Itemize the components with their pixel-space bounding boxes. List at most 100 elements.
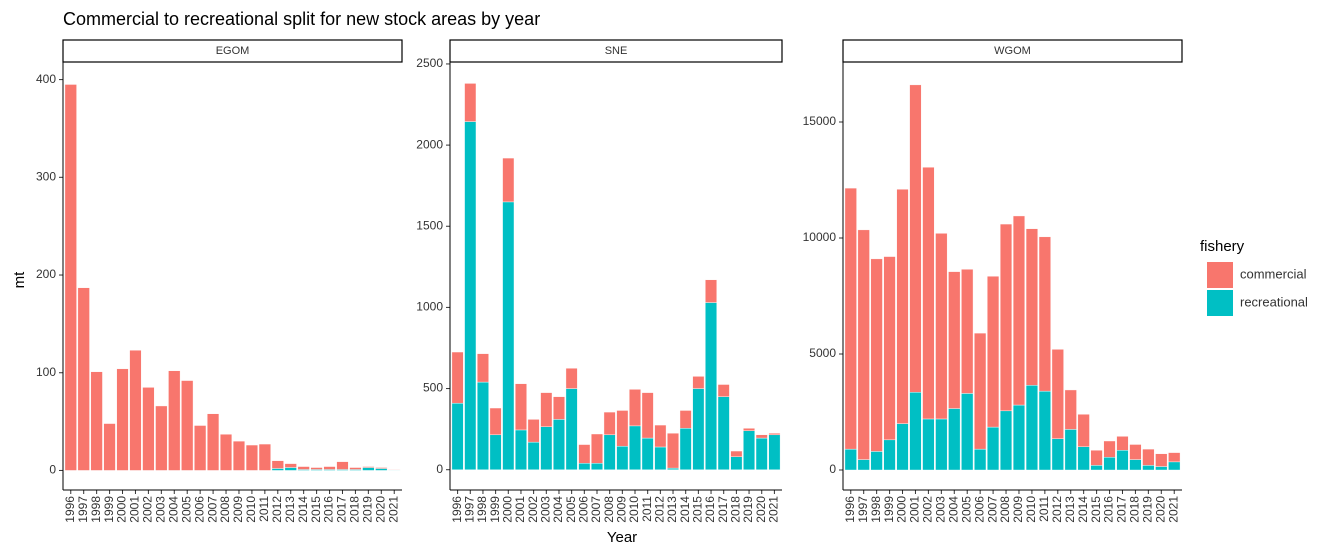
bar-segment [502, 157, 515, 203]
y-tick-label: 400 [36, 72, 56, 86]
bar-segment [527, 419, 540, 443]
x-tick-label: 2009 [615, 496, 629, 523]
bar-segment [336, 461, 349, 470]
bar-segment [1000, 410, 1013, 471]
bar-segment [705, 302, 717, 470]
bar-segment [844, 448, 857, 471]
bar-segment [1012, 215, 1025, 406]
bar-segment [553, 396, 565, 420]
bar-segment [1064, 429, 1077, 471]
x-tick-label: 2010 [244, 496, 258, 523]
x-tick-label: 2015 [691, 496, 705, 523]
y-axis-label: mt [11, 271, 28, 288]
bar-segment [142, 387, 155, 471]
y-tick-label: 0 [49, 463, 56, 477]
y-tick-label: 0 [436, 462, 443, 476]
bar-segment [591, 433, 603, 464]
bar-segment [641, 392, 654, 439]
bar-segment [284, 467, 297, 471]
bar-segment [603, 434, 616, 470]
x-tick-label: 2004 [166, 496, 180, 523]
bar-segment [730, 450, 743, 457]
x-tick-label: 2016 [1102, 496, 1116, 523]
bar-segment [961, 269, 974, 394]
bar-segment [1064, 389, 1077, 430]
bar-segment [1077, 446, 1090, 471]
x-tick-label: 2019 [361, 496, 375, 523]
bar-segment [1090, 450, 1103, 466]
y-tick-label: 100 [36, 365, 56, 379]
x-tick-label: 2011 [257, 496, 271, 522]
x-tick-label: 2008 [602, 496, 616, 523]
bar-segment [1129, 459, 1142, 471]
bar-segment [679, 410, 692, 429]
bar-segment [743, 430, 755, 470]
bar-segment [870, 258, 883, 452]
y-tick-label: 1500 [416, 218, 443, 232]
bar-segment [679, 428, 692, 470]
x-tick-label: 2018 [348, 496, 362, 523]
bar-segment [948, 271, 961, 409]
y-tick-label: 2000 [416, 137, 443, 151]
x-tick-label: 2014 [1076, 496, 1090, 523]
legend-swatch [1207, 262, 1233, 288]
x-tick-label: 2008 [998, 496, 1012, 523]
bar-segment [464, 83, 477, 122]
bar-segment [974, 448, 987, 471]
bar-segment [464, 121, 477, 470]
bar-segment [922, 418, 935, 471]
bar-segment [717, 396, 730, 470]
bar-segment [489, 407, 502, 436]
x-axis-label: Year [607, 529, 637, 546]
bar-segment [870, 451, 883, 471]
x-tick-label: 2010 [627, 496, 641, 523]
x-tick-label: 2021 [386, 496, 400, 523]
bar-segment [1155, 466, 1168, 471]
x-tick-label: 2008 [218, 496, 232, 523]
y-tick-label: 2500 [416, 56, 443, 70]
x-tick-label: 2010 [1024, 496, 1038, 523]
x-tick-label: 2001 [908, 496, 922, 523]
bar-segment [194, 425, 207, 471]
x-tick-label: 2015 [1089, 496, 1103, 523]
bar-segment [451, 402, 464, 470]
facet-strip [62, 39, 403, 63]
x-tick-label: 2005 [179, 496, 193, 523]
x-tick-label: 2018 [1128, 496, 1142, 523]
bar-segment [857, 459, 870, 471]
x-tick-label: 1999 [882, 496, 896, 523]
bar-segment [477, 353, 489, 383]
bar-segment [375, 467, 388, 469]
x-tick-label: 2002 [141, 496, 155, 523]
bar-segment [90, 371, 103, 471]
x-tick-label: 2006 [192, 496, 206, 523]
x-tick-label: 2003 [154, 496, 168, 523]
x-tick-label: 2021 [767, 496, 781, 523]
bar-segment [129, 350, 142, 471]
bar-segment [705, 279, 717, 303]
bar-segment [1012, 404, 1025, 471]
bar-segment [755, 434, 768, 439]
bar-segment [603, 411, 616, 436]
x-tick-label: 2017 [716, 496, 730, 523]
bar-segment [155, 405, 168, 471]
bar-segment [477, 381, 489, 470]
bar-segment [540, 426, 553, 470]
x-tick-label: 2014 [678, 496, 692, 523]
bar-segment [1103, 457, 1116, 471]
x-tick-label: 2019 [1141, 496, 1155, 523]
bar-segment [284, 463, 297, 468]
bar-segment [629, 425, 641, 470]
x-tick-label: 1997 [76, 496, 90, 523]
x-tick-label: 2000 [115, 496, 129, 523]
x-tick-label: 2020 [754, 496, 768, 523]
bar-segment [116, 368, 129, 471]
bar-segment [515, 383, 527, 431]
bar-segment [1038, 236, 1051, 392]
x-tick-label: 2001 [128, 496, 142, 523]
bar-segment [1142, 465, 1155, 471]
bar-segment [987, 426, 1000, 471]
bar-segment [654, 446, 667, 470]
x-tick-label: 2002 [526, 496, 540, 523]
x-tick-label: 2013 [665, 496, 679, 523]
